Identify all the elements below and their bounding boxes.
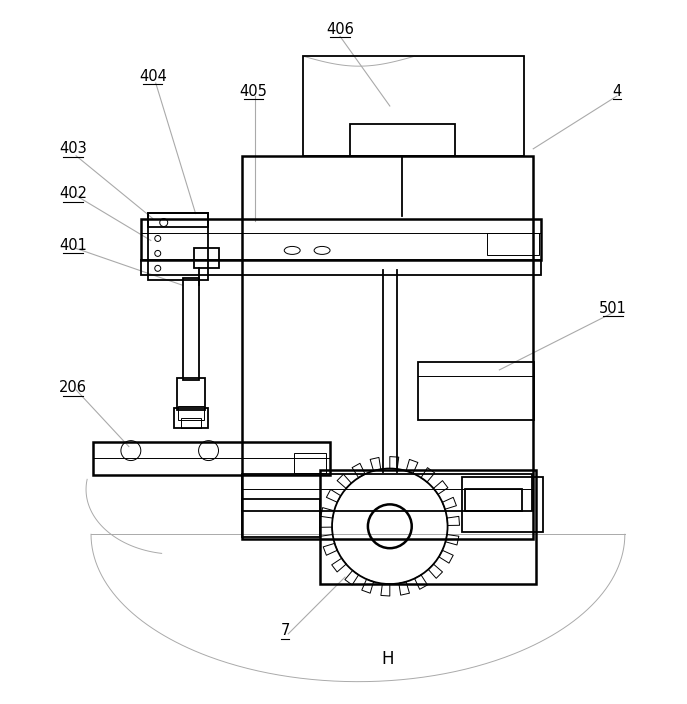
Bar	[418, 362, 534, 420]
Bar	[177, 378, 205, 410]
Bar	[181, 417, 201, 428]
Text: 4: 4	[612, 84, 622, 99]
Text: 206: 206	[59, 380, 87, 396]
Bar	[487, 234, 539, 256]
Bar	[93, 441, 330, 475]
Text: 406: 406	[326, 22, 354, 37]
Bar	[350, 124, 455, 156]
Text: 402: 402	[59, 186, 87, 201]
Text: 7: 7	[280, 623, 290, 639]
Bar	[303, 56, 524, 156]
Bar	[243, 156, 533, 539]
Text: 401: 401	[59, 238, 87, 253]
Bar	[243, 474, 532, 511]
Bar	[294, 453, 326, 472]
Bar	[320, 470, 537, 584]
Bar	[462, 477, 543, 532]
Bar	[141, 260, 541, 275]
Bar	[141, 218, 541, 260]
Bar	[174, 408, 207, 428]
Text: 404: 404	[139, 68, 167, 84]
Bar	[148, 213, 207, 227]
Bar	[183, 278, 199, 380]
Bar	[464, 489, 522, 511]
Bar	[178, 406, 203, 420]
Text: H: H	[381, 650, 394, 668]
Text: 501: 501	[599, 301, 627, 315]
Text: 403: 403	[59, 142, 87, 156]
Bar	[243, 499, 320, 537]
Bar	[194, 249, 218, 268]
Text: 405: 405	[240, 84, 267, 99]
Bar	[148, 213, 207, 280]
